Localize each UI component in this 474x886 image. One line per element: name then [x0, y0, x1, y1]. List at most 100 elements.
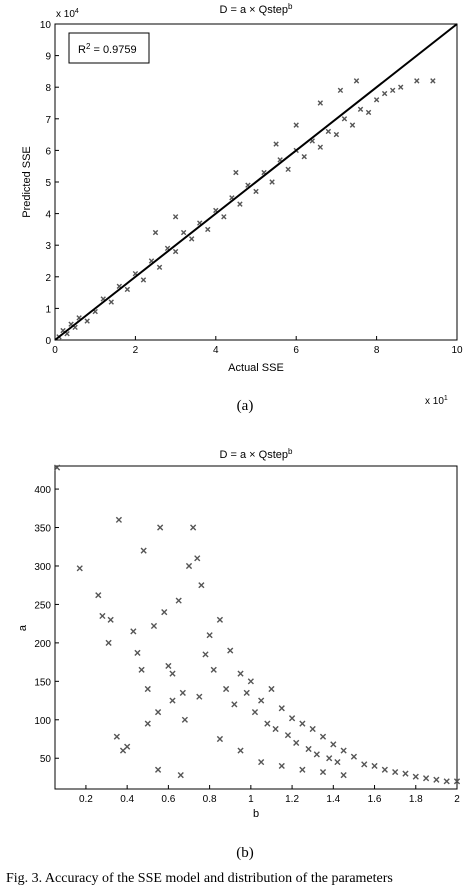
chart-b-point: [392, 768, 399, 776]
chart-a-y-tick-label: 6: [45, 146, 51, 157]
chart-b-point: [231, 701, 238, 708]
chart-a-annotation-box: [68, 32, 150, 64]
chart-b-point: [202, 651, 209, 658]
chart-a-point: [269, 179, 275, 185]
chart-b-point: [402, 770, 409, 777]
chart-a-y-tick-label: 9: [45, 52, 51, 63]
chart-b-point: [284, 732, 292, 739]
chart-b-point: [227, 647, 234, 654]
chart-a-point: [205, 226, 211, 233]
chart-b-point: [258, 697, 265, 704]
chart-b-point: [319, 733, 327, 740]
chart-a-point: [301, 154, 307, 160]
chart-a-point: [156, 264, 163, 271]
chart-a-point: [341, 116, 348, 122]
chart-b-point: [181, 716, 188, 723]
chart-a-y-tick-label: 3: [45, 241, 51, 252]
chart-b-point: [105, 639, 112, 646]
chart-a-annotation: R2 = 0.9759: [78, 42, 137, 56]
chart-b-point: [161, 609, 168, 616]
chart-b-point: [198, 582, 205, 589]
chart-b-point: [412, 773, 419, 780]
chart-b-point: [330, 741, 337, 748]
chart-b-point: [190, 524, 197, 531]
chart-b-point: [177, 772, 184, 779]
chart-b-y-tick-label: 300: [34, 562, 51, 573]
chart-b-x-tick-label: 0.4: [120, 794, 134, 805]
chart-b-point: [53, 464, 61, 471]
chart-b-xlabel: b: [253, 808, 259, 820]
chart-b-x-tick-label: 1.8: [409, 794, 423, 805]
chart-b-y-tick-label: 50: [40, 754, 52, 765]
chart-a-point: [172, 214, 179, 220]
chart-a-point: [273, 141, 279, 147]
chart-b-point: [237, 670, 244, 677]
chart-b-y-tick-label: 400: [34, 485, 51, 496]
chart-a-x-tick-label: 8: [374, 345, 380, 356]
chart-b-point: [361, 761, 368, 768]
chart-a-point: [349, 122, 356, 128]
chart-a-title: D = a × Qstepb: [220, 2, 293, 16]
chart-b-point: [154, 766, 162, 773]
chart-a-point: [381, 90, 388, 97]
caption-b: (b): [236, 845, 254, 861]
chart-b-y-tick-label: 100: [34, 716, 51, 727]
chart-b-point: [150, 622, 158, 630]
chart-b-point: [144, 720, 151, 727]
chart-b-point: [272, 725, 279, 733]
chart-b-point: [185, 562, 193, 570]
chart-b-point: [237, 747, 244, 754]
chart-a-y-tick-label: 7: [45, 115, 51, 126]
chart-b-point: [157, 524, 164, 531]
chart-b-y-tick-label: 150: [34, 677, 51, 688]
chart-b-x-ticks: 0.2 0.4 0.6 0.8 1 1.2 1.4 1.6 1.8 2: [79, 785, 460, 805]
chart-a-point: [373, 97, 380, 103]
chart-b-point: [76, 565, 83, 572]
chart-a-point: [430, 78, 436, 84]
chart-b-point: [179, 689, 186, 696]
chart-b-point: [169, 670, 176, 677]
chart-b-point: [326, 755, 333, 762]
chart-b-y-tick-label: 250: [34, 600, 51, 611]
chart-b-point: [443, 778, 450, 785]
chart-a-point: [237, 201, 243, 207]
chart-a-point: [172, 248, 179, 255]
chart-b-point: [107, 616, 114, 623]
chart-b-point: [340, 772, 347, 779]
chart-b-point: [251, 709, 259, 716]
chart-a-point: [389, 87, 396, 94]
chart-a-x-tick-label: 4: [213, 345, 219, 356]
chart-a-x-ticks: 0 2 4 6 8 10: [52, 336, 463, 356]
chart-b-point: [124, 743, 131, 750]
chart-b-x-tick-label: 0.8: [203, 794, 217, 805]
chart-b-point: [95, 592, 102, 599]
chart-b-title: D = a × Qstepb: [220, 447, 293, 461]
chart-b-point: [223, 685, 230, 693]
chart-a-y-tick-label: 0: [45, 336, 51, 347]
chart-b-point: [433, 776, 440, 783]
chart-a-point: [233, 169, 239, 176]
chart-a-xlabel: Actual SSE: [228, 362, 284, 374]
chart-a-y-tick-label: 4: [45, 210, 51, 221]
chart-a-point: [398, 84, 404, 90]
chart-b-x-tick-label: 1.2: [285, 794, 299, 805]
chart-a-x-tick-label: 6: [293, 345, 299, 356]
chart-b-point: [169, 697, 176, 704]
chart-a-point: [357, 106, 364, 113]
chart-a-point: [325, 128, 332, 135]
chart-b-point: [258, 758, 265, 766]
chart-b: D = a × Qstepb 0.2 0.4 0.6 0.8 1 1.2 1.4 1.6 1.8…: [17, 447, 460, 820]
chart-a-point: [221, 214, 227, 220]
chart-b-point: [288, 715, 296, 722]
chart-a-point: [180, 229, 187, 236]
chart-b-point: [138, 666, 145, 673]
chart-a-point: [84, 318, 90, 324]
chart-a: D = a × Qstepb 0 2 4 6 8 10 0 1 2 3 4 5 6 7 8 9 10 x 10…: [21, 2, 463, 407]
caption-a: (a): [237, 398, 254, 414]
chart-a-point: [124, 286, 131, 293]
chart-b-point: [319, 768, 327, 776]
chart-b-plot-area: [54, 465, 458, 790]
chart-a-y-tick-label: 2: [45, 273, 51, 284]
chart-b-x-tick-label: 1: [248, 794, 254, 805]
